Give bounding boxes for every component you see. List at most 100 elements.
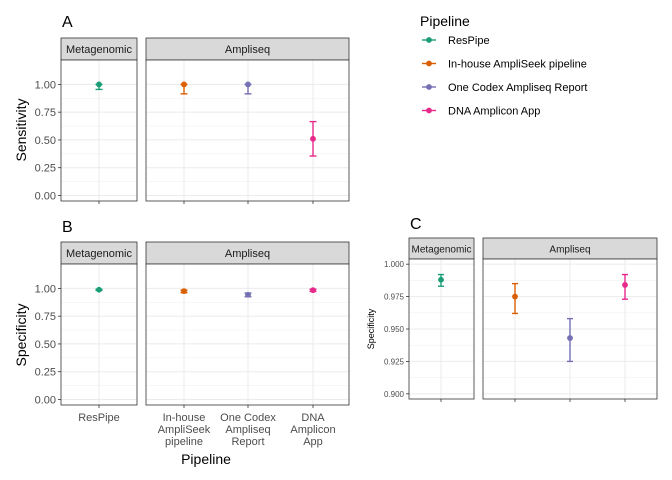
series-dna-amplicon-app	[309, 287, 317, 294]
y-tick-label: 0.75	[35, 107, 56, 119]
y-axis-title: Specificity	[366, 308, 376, 349]
x-tick-label-line: Amplicon	[290, 424, 335, 436]
facet-metagenomic: Metagenomic	[60, 37, 138, 202]
y-tick-label: 1.00	[35, 283, 56, 295]
y-tick-label: 0.925	[384, 357, 405, 366]
legend-key-point	[426, 60, 432, 67]
facet-metagenomic: Metagenomic	[408, 237, 475, 400]
data-point	[96, 81, 102, 88]
data-point	[438, 276, 444, 283]
legend-label: In-house AmpliSeek pipeline	[448, 59, 587, 71]
y-tick-label: 1.000	[384, 260, 405, 269]
y-axis-title: Sensitivity	[13, 98, 29, 161]
legend-item-dna-amplicon-app: DNA Amplicon App	[422, 106, 540, 118]
y-tick-label: 0.950	[384, 325, 405, 334]
y-axis: 0.00 0.25 0.50 0.75 1.00	[35, 79, 61, 202]
data-point	[181, 288, 187, 295]
data-point	[245, 291, 251, 298]
series-respipe	[438, 273, 444, 287]
panel-letter: C	[410, 216, 422, 233]
legend: Pipeline ResPipe In-house AmpliSeek pipeli…	[420, 13, 587, 118]
legend-label: ResPipe	[448, 35, 490, 47]
legend-label: One Codex Ampliseq Report	[448, 82, 587, 94]
y-tick-label: 0.25	[35, 163, 56, 175]
y-axis: 0.900 0.925 0.950 0.975 1.000	[384, 260, 409, 399]
y-tick-label: 0.50	[35, 135, 56, 147]
legend-label: DNA Amplicon App	[448, 106, 540, 118]
y-axis: 0.00 0.25 0.50 0.75 1.00	[35, 283, 61, 406]
y-tick-label: 0.50	[35, 339, 56, 351]
panel-b: B Metagenomic Ampliseq 0.00 0.25 0.50 0.75 1.00…	[13, 219, 350, 448]
data-point	[245, 81, 251, 88]
x-tick-label: DNA Amplicon App	[290, 412, 335, 448]
x-tick-label-line: App	[303, 436, 323, 448]
x-axis	[440, 399, 626, 402]
facet-strip-label: Ampliseq	[225, 44, 270, 56]
facet-strip-label: Metagenomic	[66, 44, 133, 56]
series-in-house-ampliseek-pipeline	[180, 288, 188, 295]
series-dna-amplicon-app	[622, 273, 628, 300]
legend-item-in-house-ampliseek-pipeline: In-house AmpliSeek pipeline	[422, 59, 587, 71]
x-axis-title: Pipeline	[181, 451, 231, 467]
facet-ampliseq: Ampliseq	[145, 241, 350, 406]
data-point	[567, 335, 573, 341]
facet-strip-label: Ampliseq	[225, 248, 270, 260]
x-axis	[98, 201, 314, 204]
data-point	[512, 293, 518, 300]
y-tick-label: 1.00	[35, 79, 56, 91]
facet-strip-label: Ampliseq	[549, 245, 590, 256]
y-tick-label: 0.00	[35, 394, 56, 406]
facet-ampliseq: Ampliseq	[145, 37, 350, 202]
data-series	[438, 273, 628, 363]
x-tick-label-line: AmpliSeek	[158, 424, 211, 436]
legend-title: Pipeline	[420, 13, 470, 29]
legend-key-point	[426, 84, 432, 90]
series-respipe	[95, 81, 103, 91]
x-tick-label-line: Ampliseq	[225, 424, 270, 436]
x-tick-label-line: pipeline	[165, 436, 203, 448]
x-tick-label-line: DNA	[301, 412, 325, 424]
x-tick-label-line: Report	[231, 436, 264, 448]
legend-key-point	[426, 37, 432, 43]
data-point	[622, 282, 628, 288]
x-tick-label: ResPipe	[78, 412, 120, 424]
panel-a: A Metagenomic Ampliseq 0.00 0.25 0.50 0.75 1.00…	[13, 14, 350, 204]
y-tick-label: 0.25	[35, 367, 56, 379]
series-in-house-ampliseek-pipeline	[180, 81, 188, 95]
panel-letter: A	[62, 14, 73, 31]
series-one-codex-ampliseq-report	[567, 317, 573, 363]
facet-strip-label: Metagenomic	[411, 245, 471, 256]
legend-item-respipe: ResPipe	[422, 35, 490, 47]
x-tick-label-line: ResPipe	[78, 412, 120, 424]
series-one-codex-ampliseq-report	[244, 291, 252, 298]
data-point	[310, 135, 316, 142]
series-one-codex-ampliseq-report	[244, 81, 252, 95]
data-point	[310, 287, 316, 294]
panel-border	[145, 59, 350, 202]
data-series	[95, 81, 317, 157]
panel-letter: B	[62, 219, 73, 236]
y-tick-label: 0.900	[384, 390, 405, 399]
panel-border	[145, 263, 350, 406]
y-tick-label: 0.975	[384, 293, 405, 302]
facet-strip-label: Metagenomic	[66, 248, 133, 260]
series-in-house-ampliseek-pipeline	[512, 282, 518, 315]
y-axis-title: Specificity	[13, 303, 29, 366]
series-dna-amplicon-app	[309, 120, 317, 157]
data-point	[96, 286, 102, 293]
x-tick-label: In-house AmpliSeek pipeline	[158, 412, 211, 448]
legend-item-one-codex-ampliseq-report: One Codex Ampliseq Report	[422, 82, 587, 94]
legend-key-point	[426, 107, 432, 114]
series-respipe	[95, 286, 103, 293]
x-tick-label: One Codex Ampliseq Report	[220, 412, 276, 448]
panel-c: C Metagenomic Ampliseq 0.900 0.925 0.950 0.975…	[366, 216, 658, 402]
x-tick-label-line: One Codex	[220, 412, 276, 424]
y-tick-label: 0.75	[35, 311, 56, 323]
facet-metagenomic: Metagenomic	[60, 241, 138, 406]
y-tick-label: 0.00	[35, 190, 56, 202]
x-tick-label-line: In-house	[163, 412, 206, 424]
data-point	[181, 81, 187, 88]
data-series	[95, 286, 317, 298]
